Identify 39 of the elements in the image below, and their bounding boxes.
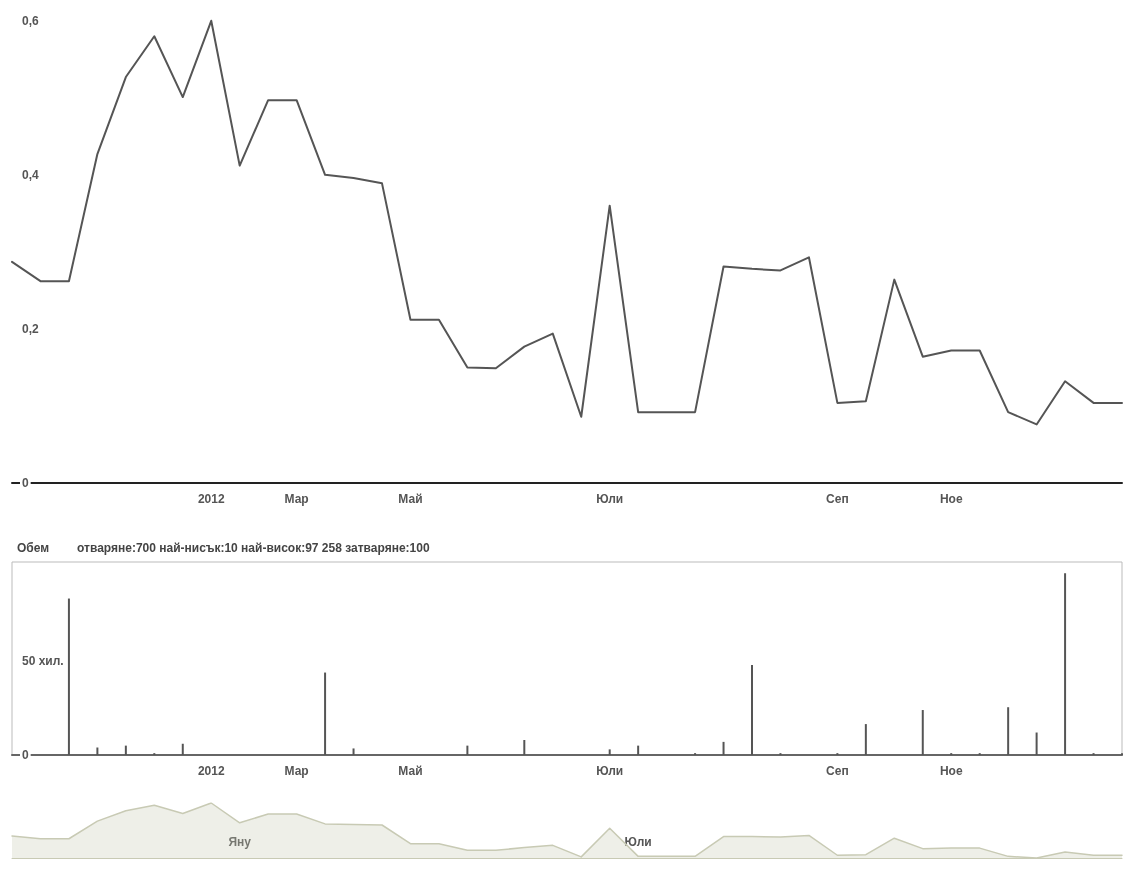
x-tick-label: Юли — [624, 835, 652, 849]
x-tick-label: Мар — [284, 764, 309, 778]
bar — [608, 749, 611, 755]
x-tick-label: Юли — [596, 492, 624, 506]
bar — [1035, 732, 1038, 755]
bar — [124, 745, 127, 755]
x-tick-label: Май — [398, 492, 423, 506]
x-tick-label: 2012 — [197, 764, 225, 778]
x-tick-label: Сеп — [826, 492, 849, 506]
bar — [1064, 573, 1067, 755]
x-tick-label: Ное — [939, 492, 963, 506]
chart-subtitle: отваряне:700 най-нисък:10 най-висок:97 258 затваряне:100 — [77, 541, 430, 555]
bar — [722, 741, 725, 755]
y-tick-label: 0,6 — [22, 13, 40, 28]
bar — [324, 672, 327, 755]
bar — [96, 747, 99, 755]
bar — [181, 743, 184, 755]
x-tick-label: Ное — [939, 764, 963, 778]
x-tick-label: Яну — [228, 835, 252, 849]
chart-title: Обем — [17, 541, 50, 555]
x-tick-label: Мар — [284, 492, 309, 506]
x-tick-label: Юли — [596, 764, 624, 778]
y-tick-label: 50 хил. — [22, 654, 64, 669]
bar — [67, 598, 70, 755]
x-tick-label: 2012 — [197, 492, 225, 506]
bar — [523, 740, 526, 755]
x-tick-label: Май — [398, 764, 423, 778]
bar — [637, 745, 640, 755]
y-tick-label: 0,4 — [22, 167, 40, 182]
bar — [751, 665, 753, 755]
bar — [1007, 707, 1010, 755]
y-tick-label: 0,2 — [22, 321, 40, 336]
y-tick-label: 0 — [22, 476, 29, 490]
x-tick-label: Сеп — [826, 764, 849, 778]
bar — [466, 745, 469, 755]
y-tick-label: 0 — [22, 748, 29, 762]
bar — [352, 748, 355, 755]
bar — [921, 710, 924, 755]
bar — [864, 724, 867, 755]
